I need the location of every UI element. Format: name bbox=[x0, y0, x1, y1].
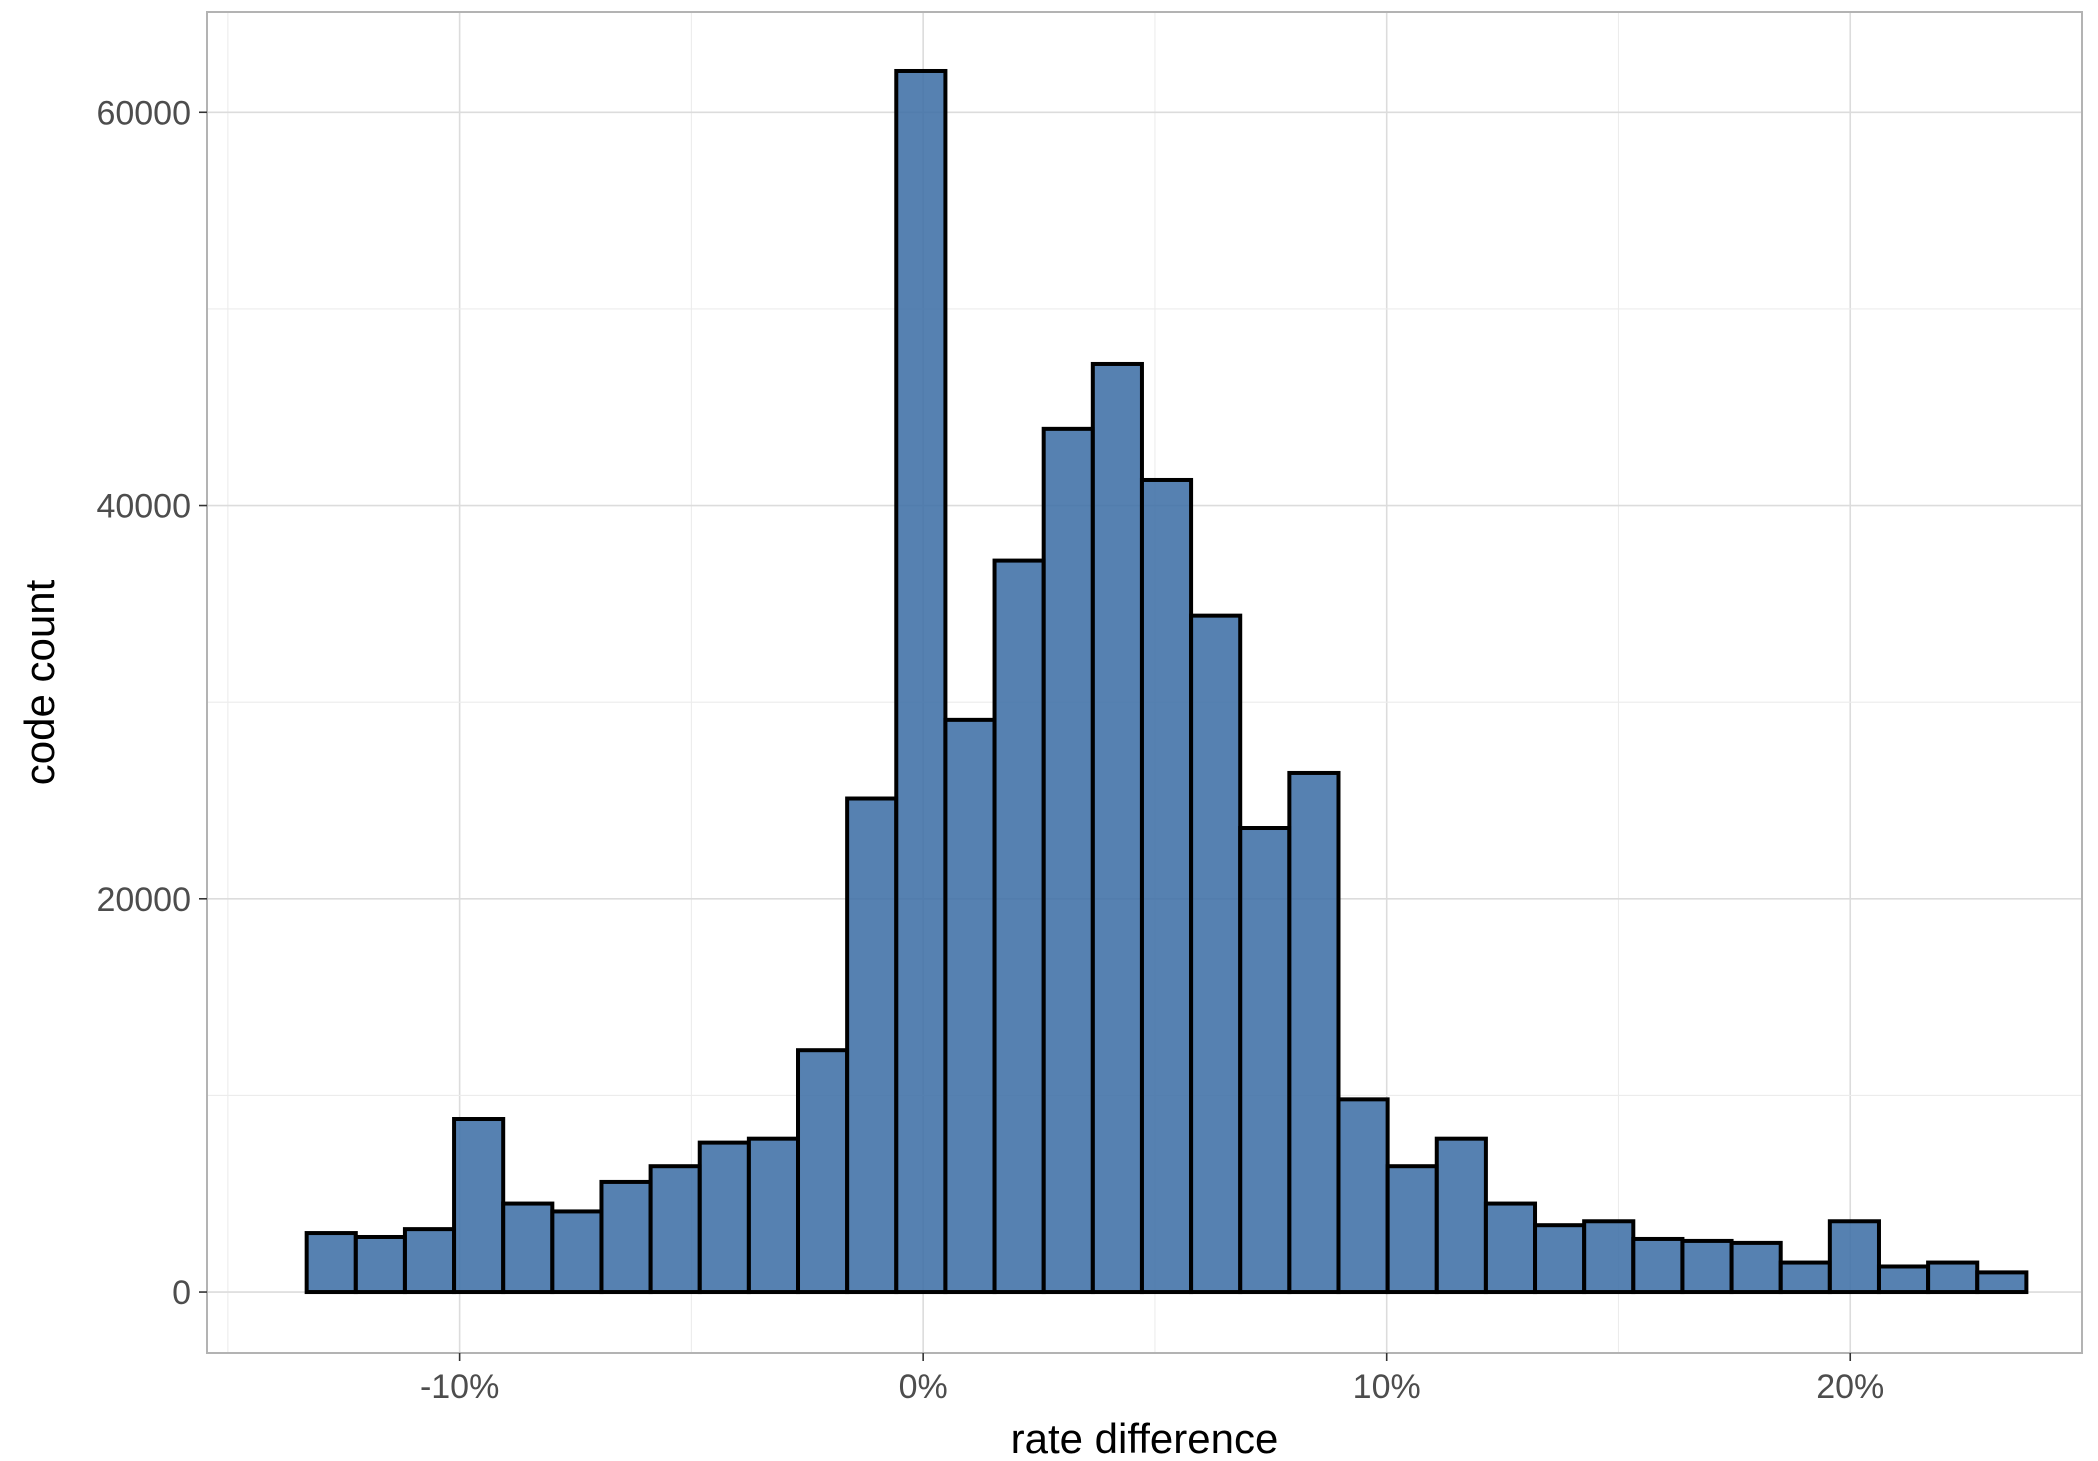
y-tick-label: 0 bbox=[172, 1274, 191, 1312]
histogram-bar bbox=[1287, 770, 1341, 1295]
histogram-bars bbox=[304, 68, 2029, 1295]
x-tick-label: -10% bbox=[420, 1368, 499, 1406]
x-tick-label: 10% bbox=[1353, 1368, 1421, 1406]
plot-panel-border bbox=[206, 11, 2083, 1354]
histogram-bar bbox=[1582, 1219, 1636, 1295]
y-tick-label: 20000 bbox=[96, 881, 191, 919]
histogram-bar bbox=[648, 1164, 702, 1295]
x-axis-tick-labels: -10% 0% 10% 20% bbox=[420, 1368, 1884, 1406]
histogram-bar bbox=[1189, 613, 1243, 1295]
histogram-bar bbox=[1926, 1260, 1980, 1295]
histogram-bar bbox=[550, 1209, 604, 1295]
histogram-bar bbox=[1680, 1238, 1734, 1295]
histogram-bar bbox=[845, 796, 899, 1295]
y-axis-title: code count bbox=[16, 579, 63, 785]
histogram-bar bbox=[1041, 426, 1095, 1295]
histogram-bar bbox=[1876, 1264, 1931, 1295]
histogram-bar bbox=[1483, 1201, 1538, 1295]
histogram-bar bbox=[1238, 826, 1292, 1295]
histogram-bar bbox=[599, 1179, 653, 1295]
histogram-bar bbox=[1778, 1260, 1832, 1295]
y-tick-label: 60000 bbox=[96, 94, 191, 132]
histogram-bar bbox=[1385, 1164, 1439, 1295]
histogram-bar bbox=[452, 1117, 506, 1295]
histogram-bar bbox=[1631, 1236, 1685, 1295]
x-tick-label: 0% bbox=[899, 1368, 948, 1406]
histogram-bar bbox=[992, 558, 1046, 1295]
histogram-bar bbox=[1434, 1136, 1488, 1295]
histogram-bar bbox=[501, 1201, 555, 1295]
y-tick-label: 40000 bbox=[96, 488, 191, 526]
x-tick-label: 20% bbox=[1816, 1368, 1884, 1406]
histogram-bar bbox=[1336, 1097, 1390, 1295]
x-axis-title: rate difference bbox=[1011, 1415, 1279, 1461]
y-axis-tick-labels: 0 20000 40000 60000 bbox=[96, 94, 191, 1312]
histogram-bar bbox=[1533, 1223, 1587, 1295]
histogram-bar bbox=[746, 1136, 801, 1295]
histogram-bar bbox=[304, 1231, 358, 1295]
histogram-bar bbox=[1729, 1240, 1783, 1295]
histogram-bar bbox=[796, 1048, 850, 1295]
histogram-bar bbox=[1090, 361, 1144, 1295]
histogram-bar bbox=[353, 1234, 407, 1295]
histogram-bar bbox=[1139, 477, 1194, 1295]
histogram-bar bbox=[1975, 1270, 2029, 1295]
histogram-bar bbox=[697, 1140, 751, 1295]
histogram-bar bbox=[402, 1227, 457, 1295]
histogram-bar bbox=[1827, 1219, 1881, 1295]
axis-ticks bbox=[199, 111, 1852, 1361]
histogram-bar bbox=[943, 717, 997, 1295]
histogram-bar bbox=[894, 68, 948, 1295]
